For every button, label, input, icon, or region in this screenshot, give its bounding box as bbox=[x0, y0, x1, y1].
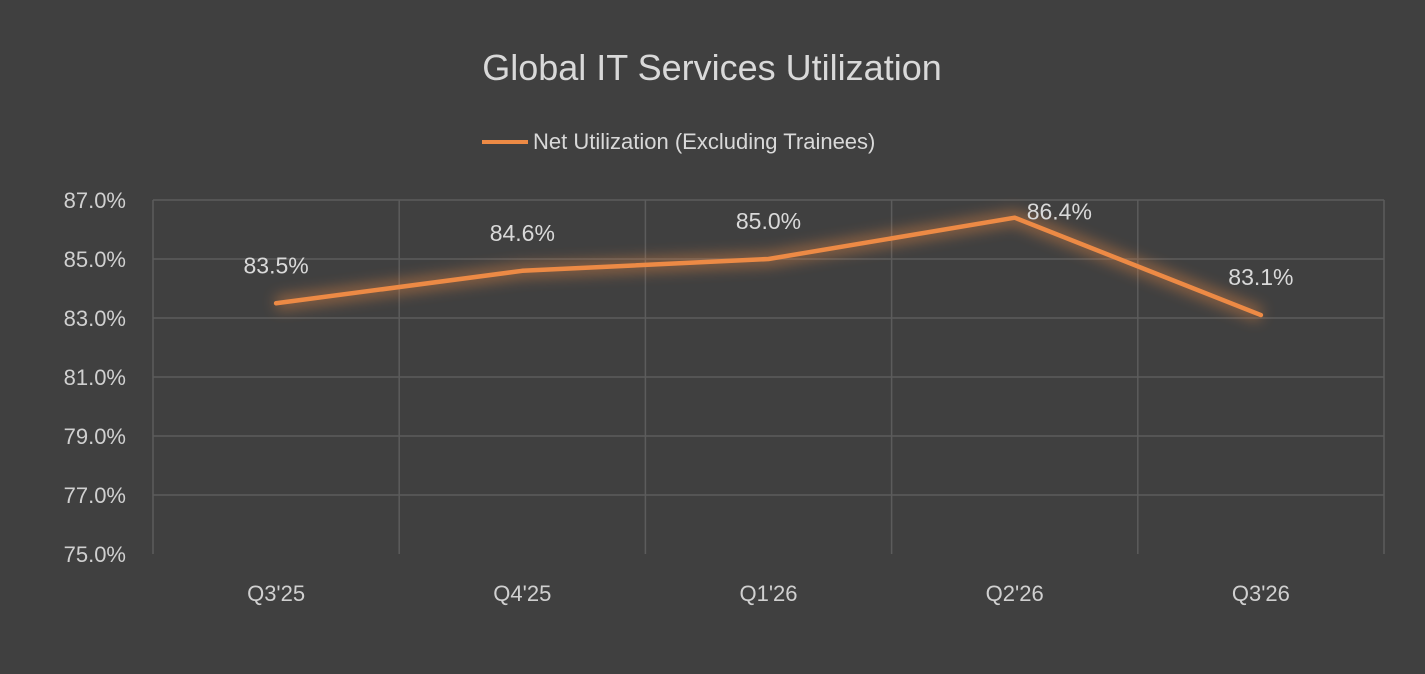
data-label: 84.6% bbox=[490, 220, 555, 246]
y-tick-label: 79.0% bbox=[64, 424, 126, 449]
data-point bbox=[1012, 215, 1017, 220]
data-labels: 83.5% 84.6% 85.0% 86.4% 83.1% bbox=[243, 199, 1293, 290]
y-tick-label: 85.0% bbox=[64, 247, 126, 272]
x-tick-label: Q1'26 bbox=[739, 581, 797, 606]
data-point bbox=[520, 268, 525, 273]
chart-title: Global IT Services Utilization bbox=[482, 47, 942, 88]
x-tick-label: Q3'25 bbox=[247, 581, 305, 606]
data-point bbox=[274, 301, 279, 306]
data-label: 85.0% bbox=[736, 208, 801, 234]
data-label: 86.4% bbox=[1027, 199, 1092, 225]
y-axis: 75.0% 77.0% 79.0% 81.0% 83.0% 85.0% 87.0% bbox=[64, 188, 126, 567]
y-tick-label: 75.0% bbox=[64, 542, 126, 567]
x-tick-label: Q3'26 bbox=[1232, 581, 1290, 606]
data-point bbox=[766, 257, 771, 261]
data-label: 83.5% bbox=[243, 252, 308, 278]
legend-label: Net Utilization (Excluding Trainees) bbox=[533, 129, 875, 154]
y-tick-label: 83.0% bbox=[64, 306, 126, 331]
x-tick-label: Q4'25 bbox=[493, 581, 551, 606]
y-tick-label: 77.0% bbox=[64, 483, 126, 508]
legend: Net Utilization (Excluding Trainees) bbox=[482, 129, 875, 154]
y-tick-label: 87.0% bbox=[64, 188, 126, 213]
x-axis: Q3'25 Q4'25 Q1'26 Q2'26 Q3'26 bbox=[247, 581, 1290, 606]
series-line bbox=[273, 210, 1264, 322]
data-point bbox=[1258, 313, 1263, 318]
y-tick-label: 81.0% bbox=[64, 365, 126, 390]
x-tick-label: Q2'26 bbox=[986, 581, 1044, 606]
data-label: 83.1% bbox=[1228, 264, 1293, 290]
